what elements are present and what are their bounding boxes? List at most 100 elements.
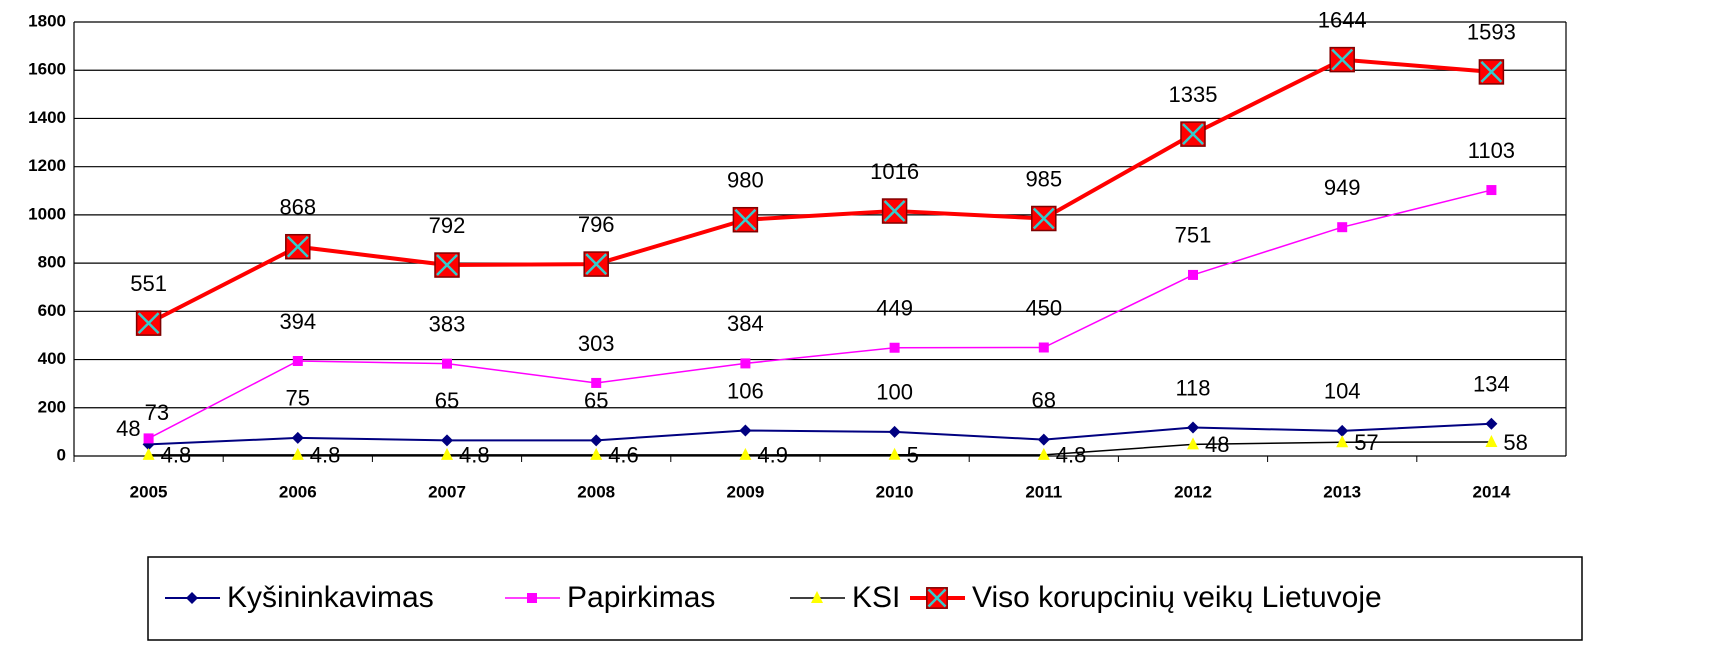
marker <box>739 447 752 460</box>
marker <box>1485 417 1498 430</box>
legend-box <box>147 556 1583 641</box>
x-tick-label: 2011 <box>1025 482 1062 501</box>
marker <box>881 198 908 224</box>
data-label: 868 <box>279 195 316 220</box>
y-tick-label: 200 <box>38 397 66 416</box>
x-tick-label: 2007 <box>428 482 466 501</box>
marker <box>739 424 752 437</box>
data-label: 4.8 <box>310 443 341 468</box>
x-tick-label: 2009 <box>726 482 764 501</box>
marker-cross <box>1032 207 1055 230</box>
legend-label: Kyšininkavimas <box>227 581 434 614</box>
data-label: 57 <box>1354 430 1378 455</box>
marker <box>889 342 900 353</box>
marker-cross <box>1331 48 1354 71</box>
legend-item: Papirkimas <box>505 581 715 614</box>
data-label: 1593 <box>1467 20 1516 45</box>
y-tick-label: 1800 <box>28 11 66 30</box>
data-label: 4.9 <box>757 443 788 468</box>
marker <box>926 587 948 609</box>
data-label: 4.8 <box>1056 443 1087 468</box>
marker <box>291 431 304 444</box>
x-tick-label: 2013 <box>1323 482 1361 501</box>
marker <box>1485 435 1498 448</box>
data-label: 118 <box>1175 375 1210 400</box>
y-tick-label: 800 <box>38 253 66 272</box>
data-label: 1644 <box>1318 7 1367 32</box>
y-tick-label: 1600 <box>28 60 66 79</box>
marker <box>888 425 901 438</box>
marker <box>740 358 751 369</box>
marker <box>1337 222 1348 233</box>
marker-cross <box>1182 123 1204 146</box>
y-tick-label: 1400 <box>28 108 66 127</box>
marker <box>1037 433 1050 446</box>
marker <box>441 447 453 460</box>
marker-cross <box>883 200 906 222</box>
marker <box>1478 59 1505 85</box>
marker <box>732 206 759 233</box>
x-tick-label: 2012 <box>1174 482 1212 501</box>
marker <box>186 592 198 604</box>
x-tick-label: 2006 <box>279 482 317 501</box>
marker-cross <box>734 208 757 231</box>
marker <box>285 233 311 260</box>
marker-cross <box>1480 61 1503 83</box>
data-label: 48 <box>1205 432 1229 457</box>
data-label: 792 <box>429 213 466 238</box>
marker <box>527 593 537 603</box>
legend-item: KSI <box>790 581 900 614</box>
marker <box>143 433 154 444</box>
x-tick-label: 2005 <box>130 482 168 501</box>
y-tick-label: 600 <box>38 301 66 320</box>
legend-label: KSI <box>852 581 900 614</box>
x-tick-label: 2008 <box>577 482 615 501</box>
marker <box>591 377 602 388</box>
marker <box>1336 424 1349 437</box>
data-label: 73 <box>145 400 169 425</box>
data-label: 65 <box>435 388 459 413</box>
marker <box>442 358 452 369</box>
legend-item: Kyšininkavimas <box>165 581 434 614</box>
data-label: 303 <box>578 331 615 356</box>
legend-label: Papirkimas <box>567 581 715 614</box>
legend-label: Viso korupcinių veikų Lietuvoje <box>972 581 1382 614</box>
marker <box>1180 121 1206 147</box>
data-label: 4.6 <box>608 443 639 468</box>
data-label: 4.8 <box>459 443 490 468</box>
marker-cross <box>436 254 458 276</box>
data-label: 394 <box>279 309 316 334</box>
x-tick-label: 2014 <box>1472 482 1510 501</box>
data-label: 1103 <box>1468 138 1515 163</box>
y-tick-label: 1000 <box>28 204 66 223</box>
series-line <box>148 441 1492 456</box>
marker-cross <box>286 235 309 258</box>
data-label: 68 <box>1032 387 1056 412</box>
marker <box>1037 447 1050 460</box>
x-tick-label: 2010 <box>876 482 914 501</box>
data-label: 383 <box>429 311 466 336</box>
marker <box>1329 46 1355 73</box>
data-label: 449 <box>876 296 913 321</box>
marker <box>888 447 901 460</box>
data-label: 4.8 <box>161 443 192 468</box>
data-label: 450 <box>1025 295 1062 320</box>
marker <box>1486 185 1497 196</box>
data-label: 980 <box>727 168 764 193</box>
data-label: 100 <box>876 380 913 405</box>
series-line <box>147 57 1492 325</box>
y-tick-label: 0 <box>57 445 66 464</box>
data-label: 5 <box>907 443 919 468</box>
data-label: 104 <box>1324 379 1361 404</box>
marker <box>590 434 603 447</box>
marker <box>1188 269 1198 280</box>
marker-cross <box>927 588 947 608</box>
marker-cross <box>585 253 608 275</box>
data-label: 1016 <box>870 159 919 184</box>
marker-cross <box>137 312 160 335</box>
marker <box>291 447 304 460</box>
data-label: 796 <box>578 212 615 237</box>
data-label: 58 <box>1503 430 1527 455</box>
data-label: 384 <box>727 311 764 336</box>
y-tick-label: 1200 <box>28 156 66 175</box>
